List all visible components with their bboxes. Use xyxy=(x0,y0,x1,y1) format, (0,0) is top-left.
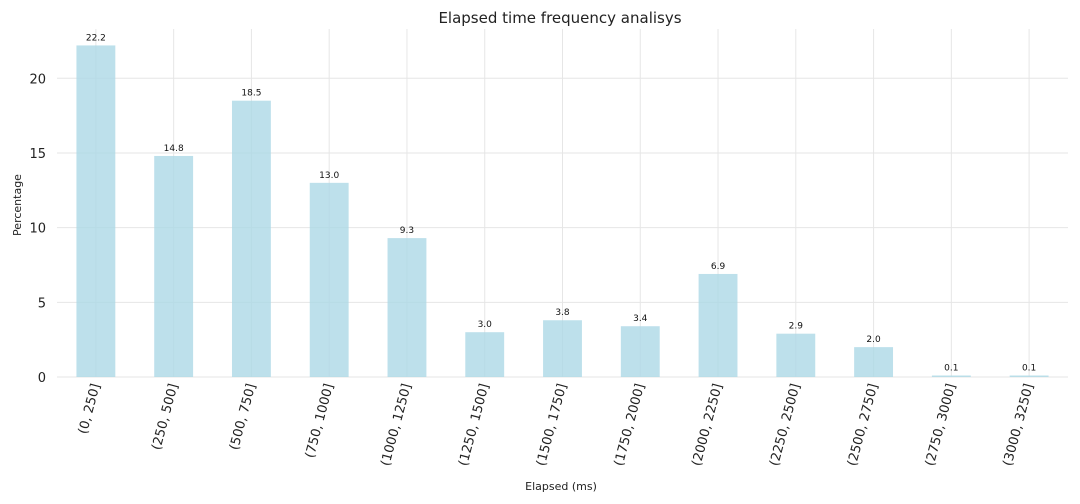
bar-value-label: 14.8 xyxy=(164,144,184,154)
y-tick-label: 0 xyxy=(38,371,46,386)
y-axis-label: Percentage xyxy=(11,174,24,236)
y-tick-label: 15 xyxy=(29,147,46,162)
bar xyxy=(465,332,505,377)
bars xyxy=(76,45,1049,378)
bar-value-label: 9.3 xyxy=(400,226,414,236)
bar-value-label: 18.5 xyxy=(241,89,261,99)
bar-value-label: 22.2 xyxy=(86,33,106,43)
bar xyxy=(231,100,271,378)
bar xyxy=(931,375,971,377)
x-tick-label: (500, 750] xyxy=(227,382,259,452)
bar xyxy=(309,182,349,377)
bar-value-label: 0.1 xyxy=(944,364,958,374)
bar-value-labels: 22.2 14.8 18.5 13.0 9.3 3.0 3.8 3.4 6.9 2.9 2.0 0.1… xyxy=(86,33,1036,373)
bar xyxy=(854,347,894,377)
x-tick-label: (2500, 2750] xyxy=(845,382,881,468)
y-tick-label: 5 xyxy=(38,296,46,311)
bar xyxy=(1009,375,1049,377)
bar-value-label: 2.0 xyxy=(866,335,881,345)
x-tick-label: (1000, 1250] xyxy=(378,382,414,468)
x-tick-label: (1500, 1750] xyxy=(534,382,570,468)
x-tick-label: (2250, 2500] xyxy=(767,382,803,468)
bar-value-label: 13.0 xyxy=(319,171,339,181)
bar-value-label: 2.9 xyxy=(789,322,804,332)
x-tick-label: (2750, 3000] xyxy=(923,382,959,468)
bar xyxy=(698,273,738,377)
x-tick-label: (250, 500] xyxy=(149,382,181,452)
y-axis-ticks: 0 5 10 15 20 xyxy=(29,72,46,386)
bar xyxy=(387,238,427,377)
bar xyxy=(154,155,194,377)
x-tick-label: (0, 250] xyxy=(76,382,104,436)
chart-title: Elapsed time frequency analisys xyxy=(438,9,681,27)
bar-value-label: 3.8 xyxy=(555,308,570,318)
x-axis-label: Elapsed (ms) xyxy=(525,480,597,493)
bar-value-label: 3.4 xyxy=(633,314,648,324)
x-tick-label: (750, 1000] xyxy=(303,382,337,460)
bar-value-label: 6.9 xyxy=(711,262,726,272)
bar-value-label: 0.1 xyxy=(1022,364,1036,374)
x-tick-label: (2000, 2250] xyxy=(690,382,726,468)
y-tick-label: 10 xyxy=(29,222,46,237)
x-tick-label: (1750, 2000] xyxy=(612,382,648,468)
y-tick-label: 20 xyxy=(29,72,46,87)
x-axis-ticks: (0, 250] (250, 500] (500, 750] (750, 1000] (… xyxy=(76,382,1037,468)
bar xyxy=(776,333,816,377)
bar xyxy=(76,45,116,377)
bar xyxy=(620,326,660,377)
x-tick-label: (1250, 1500] xyxy=(456,382,492,468)
bar-value-label: 3.0 xyxy=(478,320,493,330)
bar xyxy=(543,320,582,377)
x-tick-label: (3000, 3250] xyxy=(1001,382,1037,468)
